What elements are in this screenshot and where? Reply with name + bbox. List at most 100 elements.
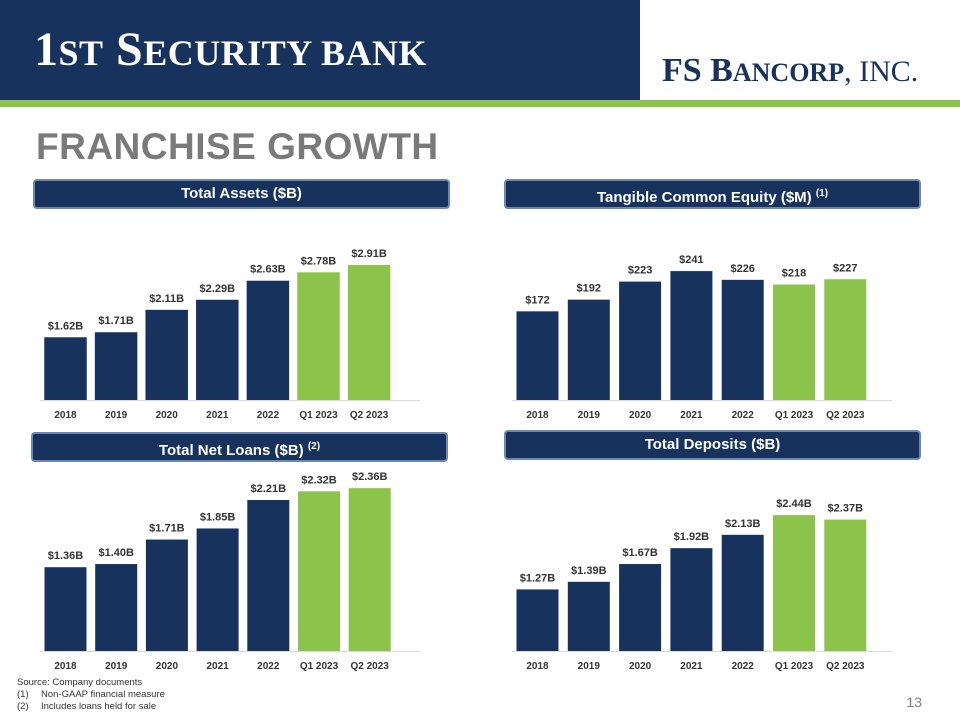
tick-label: 2018: [526, 410, 549, 421]
data-label: $1.36B: [48, 550, 84, 562]
tick-label: Q2 2023: [826, 661, 865, 672]
source-note: Source: Company documents: [17, 677, 143, 688]
data-label: $1.85B: [200, 511, 236, 523]
bar-2021: [670, 548, 713, 651]
bar-2020: [145, 309, 188, 400]
data-label: $2.63B: [250, 264, 286, 276]
footnote-1: (1) Non-GAAP financial measure: [17, 689, 165, 700]
bar-2018: [516, 311, 559, 400]
panel-label-deposits: Total Deposits ($B): [504, 430, 921, 460]
data-label: $1.71B: [149, 523, 185, 535]
bar-2022: [247, 500, 290, 651]
bar-2020: [145, 539, 188, 651]
bar-2022: [721, 279, 764, 400]
header-divider: [0, 100, 960, 107]
bar-q2-2023: [824, 279, 867, 400]
data-label: $2.13B: [725, 518, 761, 530]
bar-2019: [95, 564, 138, 651]
page-number: 13: [906, 694, 922, 710]
tick-label: 2022: [257, 410, 280, 421]
data-label: $2.91B: [351, 248, 387, 260]
data-label: $2.29B: [200, 283, 236, 295]
bar-2018: [516, 589, 559, 651]
tick-label: 2019: [105, 661, 128, 672]
tick-label: 2022: [257, 661, 280, 672]
tick-label: 2018: [54, 410, 77, 421]
data-label: $1.62B: [48, 320, 84, 332]
bar-2020: [619, 564, 662, 651]
data-label: $192: [577, 283, 601, 295]
tick-label: 2019: [578, 661, 601, 672]
tick-label: Q1 2023: [299, 410, 338, 421]
bar-2018: [44, 337, 87, 400]
bar-2021: [196, 299, 239, 400]
tick-label: Q1 2023: [775, 410, 814, 421]
tick-label: 2020: [629, 661, 652, 672]
panel-label-net-loans: Total Net Loans ($B) (2): [31, 432, 448, 462]
data-label: $2.36B: [352, 471, 388, 483]
footnote-2: (2) Includes loans held for sale: [17, 701, 157, 712]
tick-label: 2019: [578, 410, 601, 421]
data-label: $1.40B: [98, 547, 134, 559]
data-label: $1.71B: [98, 315, 134, 327]
header-bar: [0, 0, 640, 100]
tick-label: Q1 2023: [775, 661, 814, 672]
bar-q2-2023: [348, 488, 391, 651]
panel-label-tangible-equity: Tangible Common Equity ($M) (1): [504, 179, 921, 209]
data-label: $172: [525, 294, 549, 306]
data-label: $2.32B: [301, 474, 337, 486]
data-label: $241: [679, 254, 703, 266]
data-label: $2.44B: [776, 498, 812, 510]
bar-2020: [619, 281, 662, 400]
bar-2018: [44, 567, 87, 651]
tick-label: 2018: [526, 661, 549, 672]
bar-2021: [196, 528, 239, 651]
bar-2019: [567, 581, 610, 651]
data-label: $1.67B: [622, 547, 658, 559]
tick-label: 2021: [206, 410, 229, 421]
tick-label: 2022: [732, 661, 755, 672]
bar-2022: [246, 280, 290, 400]
company-logo: FS BANCORP, INC.: [662, 52, 919, 89]
chart-total-deposits: $1.27B 2018 $1.39B 2019 $1.67B 2020 $1.92B 2021…: [512, 498, 892, 672]
tick-label: Q2 2023: [826, 410, 865, 421]
panel-label-total-assets: Total Assets ($B): [33, 179, 450, 209]
tick-label: Q2 2023: [351, 661, 390, 672]
tick-label: 2018: [54, 661, 77, 672]
bar-2019: [94, 332, 138, 400]
bank-logo: 1ST SECURITY BANK: [34, 23, 427, 76]
tick-label: 2022: [732, 410, 755, 421]
data-label: $227: [833, 262, 857, 274]
chart-total-assets: $1.62B 2018 $1.71B 2019 $2.11B 2020 $2.29B 2021…: [40, 248, 420, 421]
bar-2021: [670, 271, 713, 400]
tick-label: 2020: [156, 661, 179, 672]
bar-q1-2023: [297, 272, 340, 400]
footnotes: Source: Company documents (1) Non-GAAP fi…: [17, 677, 165, 713]
data-label: $218: [782, 268, 806, 280]
tick-label: Q2 2023: [350, 410, 389, 421]
tick-label: 2021: [206, 661, 229, 672]
bar-q2-2023: [824, 519, 867, 651]
data-label: $1.27B: [520, 572, 556, 584]
bar-2022: [721, 534, 764, 651]
bar-2019: [567, 299, 610, 400]
data-label: $1.39B: [571, 565, 607, 577]
header-right-panel: [640, 0, 960, 100]
bar-q1-2023: [773, 284, 815, 400]
tick-label: 2021: [680, 661, 703, 672]
data-label: $2.78B: [301, 255, 337, 267]
data-label: $2.37B: [828, 503, 864, 515]
tick-label: 2021: [680, 410, 703, 421]
tick-label: Q1 2023: [300, 661, 339, 672]
bar-q1-2023: [298, 491, 340, 651]
data-label: $2.21B: [251, 483, 287, 495]
chart-net-loans: $1.36B 2018 $1.40B 2019 $1.71B 2020 $1.85B 2021…: [40, 471, 420, 672]
chart-tangible-equity: $172 2018 $192 2019 $223 2020 $241 2021 $226 2022…: [512, 254, 892, 421]
data-label: $223: [628, 265, 652, 277]
data-label: $2.11B: [149, 293, 184, 305]
tick-label: 2020: [156, 410, 179, 421]
data-label: $1.92B: [674, 531, 710, 543]
bar-q1-2023: [773, 515, 815, 651]
tick-label: 2019: [105, 410, 128, 421]
tick-label: 2020: [629, 410, 652, 421]
